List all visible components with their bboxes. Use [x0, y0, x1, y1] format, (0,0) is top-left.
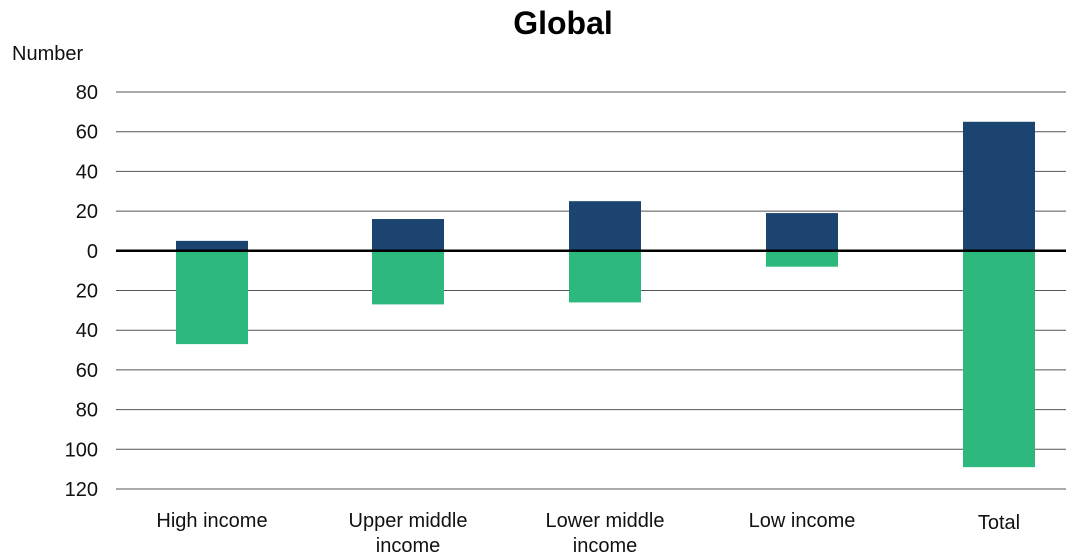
y-tick-label: 0: [87, 241, 98, 263]
x-axis-category-labels: High income Upper middle income Lower middl…: [156, 510, 1020, 557]
x-category-label: High income: [156, 510, 267, 532]
x-category-label: Total: [978, 512, 1020, 534]
bar-negative-0: [176, 250, 248, 345]
y-tick-label: 40: [76, 161, 98, 183]
bar-positive-0: [176, 240, 248, 251]
y-tick-label: 120: [65, 479, 98, 501]
y-axis-unit: Number: [12, 43, 83, 65]
bar-positive-3: [766, 213, 838, 251]
bar-negative-3: [766, 250, 838, 267]
bar-positive-4: [963, 121, 1035, 251]
bar-negative-4: [963, 250, 1035, 468]
y-tick-label: 60: [76, 360, 98, 382]
y-tick-label: 20: [76, 201, 98, 223]
x-category-label: Lower middle income: [546, 510, 665, 557]
y-tick-label: 40: [76, 320, 98, 342]
bar-negative-1: [372, 250, 444, 305]
bar-positive-1: [372, 219, 444, 251]
y-tick-label: 100: [65, 439, 98, 461]
bar-positive-2: [569, 201, 641, 251]
y-tick-label: 60: [76, 122, 98, 144]
chart-title: Global: [513, 5, 613, 41]
bar-negative-2: [569, 250, 641, 303]
y-tick-label: 20: [76, 281, 98, 303]
y-tick-label: 80: [76, 82, 98, 104]
y-axis-tick-labels: 80 60 40 20 0 20 40 60 80 100 120: [65, 82, 98, 501]
y-tick-label: 80: [76, 400, 98, 422]
bars: [176, 121, 1035, 468]
x-category-label: Low income: [749, 510, 856, 532]
x-category-label: Upper middle income: [349, 510, 468, 557]
